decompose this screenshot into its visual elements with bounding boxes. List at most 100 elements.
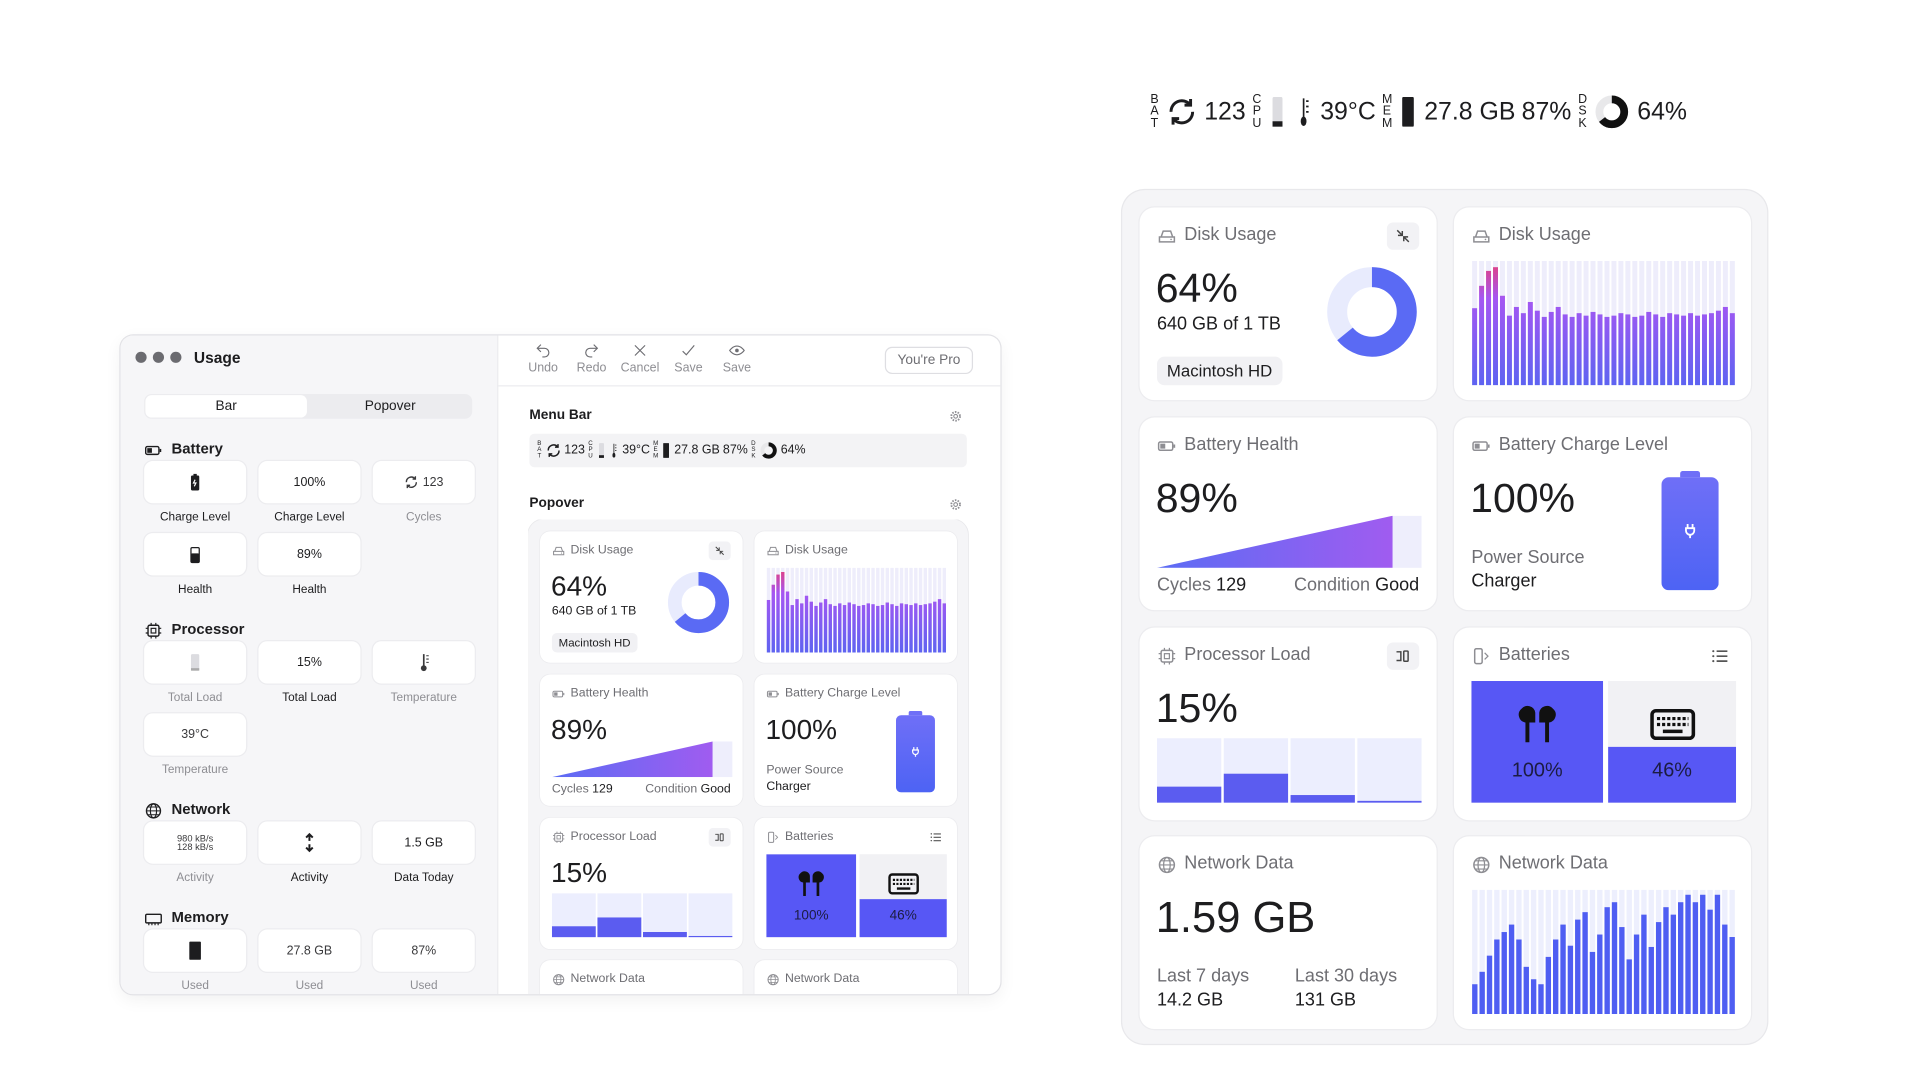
bar [790,605,794,653]
item-tile[interactable] [372,641,475,684]
tab[interactable]: Popover [364,398,416,414]
toolbar-label[interactable]: Redo [576,361,607,376]
bar [1722,924,1728,1015]
icon-part [1656,717,1688,727]
window-control[interactable] [134,351,147,363]
bar [914,603,918,653]
bar [766,599,771,653]
bar [1715,310,1721,386]
bar-track [1486,889,1493,1015]
bar [1655,922,1662,1015]
button-icon [1394,227,1411,244]
item-label: Used [409,979,438,993]
toolbar-label[interactable]: Cancel [620,361,660,376]
popover-panel: Disk Usage 64% 640 GB of 1 TB Macintosh HD D… [528,519,969,995]
list-icon[interactable] [929,831,943,845]
bar [1700,894,1706,1015]
item-tile[interactable] [144,461,247,504]
toolbar-icon[interactable] [583,342,600,359]
icon-part [715,546,725,556]
item-tile[interactable] [144,533,247,576]
item-tile[interactable]: 1.5 GB [372,821,475,864]
section-heading: Menu Bar [529,407,592,423]
bar [1501,932,1507,1015]
donut-arc [1596,95,1629,129]
icon-part [1159,860,1175,870]
icon-part [552,690,564,698]
toolbar-icon[interactable] [728,342,745,359]
window-control[interactable] [152,351,164,363]
bar [1604,316,1610,386]
tab[interactable]: Bar [215,398,237,414]
icon-part [1396,229,1410,243]
device-fill [766,854,857,938]
bar [1714,894,1721,1015]
toolbar-label[interactable]: Save [674,361,703,376]
icon-part [682,344,695,356]
item-label: Charge Level [274,510,345,525]
big-value: 89% [551,713,608,745]
toolbar-label[interactable]: Save [722,361,752,376]
icon-part [1158,230,1176,243]
network-history-chart [1472,889,1735,1015]
item-tile[interactable]: 87% [372,929,475,972]
item-tile[interactable] [144,641,247,684]
settings-button[interactable] [948,497,963,512]
settings-button[interactable] [948,409,963,424]
icon-part [1169,99,1195,125]
stacked-label: MEM [1381,92,1393,131]
item-tile[interactable] [258,821,361,864]
bar [923,604,927,653]
icon-part [728,345,745,356]
item-tile[interactable]: 39°C [144,713,247,756]
icon-part [1712,650,1715,653]
icon-part [1301,98,1310,126]
icon-part [593,344,599,353]
icon-part [930,833,941,842]
section-title: Battery [171,439,223,458]
button-icon [714,831,726,843]
footer-value: 129 [1216,575,1247,596]
icon-part [1472,441,1488,452]
bar-track [1545,889,1552,1015]
bar [785,591,790,653]
icon-part [190,547,200,564]
bar [809,601,813,653]
item-tile[interactable]: 123 [372,461,475,504]
footer-label: Cycles [551,782,589,796]
bar [1523,966,1529,1015]
card-button[interactable] [1386,642,1420,670]
pro-badge[interactable]: You're Pro [886,348,972,373]
bar [1562,314,1568,386]
window-control[interactable] [169,351,181,363]
icon-part [145,445,162,456]
card-title: Network Data [1184,853,1294,874]
item-tile[interactable]: 100% [258,461,361,504]
card-button[interactable] [708,827,731,847]
toolbar-icon[interactable] [631,342,648,359]
icon-part [192,479,197,487]
section-icon [144,802,163,821]
icon-part [405,476,418,489]
icon-part [887,873,919,895]
bar [828,604,832,653]
card-button[interactable] [1386,222,1420,250]
item-tile[interactable]: 15% [258,641,361,684]
toolbar-label[interactable]: Undo [528,361,558,376]
stacked-label: CPU [1252,92,1262,131]
toolbar-icon[interactable] [534,342,551,359]
card-button[interactable] [708,541,731,561]
bar [1670,914,1677,1015]
item-tile[interactable]: 980 kB/s 128 kB/s [144,821,247,864]
toolbar-icon[interactable] [680,342,697,359]
app-window: Usage Bar Popover Battery Charge Level 100% Ch… [120,335,1001,995]
disk-card: Disk Usage 64% 640 GB of 1 TB Macintosh HD [1139,207,1437,401]
device-fill [859,899,947,938]
card-icon [1471,226,1491,246]
bar [1701,314,1707,386]
item-tile[interactable]: 89% [258,533,361,576]
item-tile[interactable]: 27.8 GB [258,929,361,972]
list-icon[interactable] [1710,646,1730,666]
item-tile[interactable] [144,929,247,972]
